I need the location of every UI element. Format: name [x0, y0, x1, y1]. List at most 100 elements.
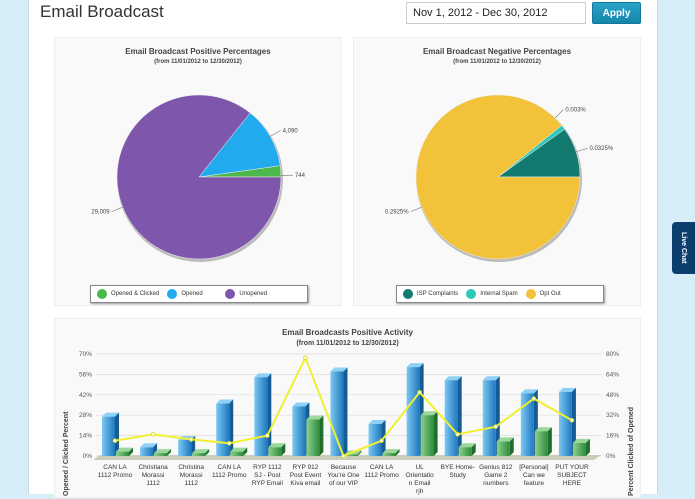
bar-side: [548, 427, 552, 456]
y-tick-label: 70%: [79, 351, 92, 358]
bar-side: [319, 416, 323, 456]
line-point[interactable]: [342, 454, 346, 458]
date-range-input[interactable]: [406, 2, 586, 24]
pie-connector: [555, 109, 563, 118]
line-point[interactable]: [532, 397, 536, 401]
opened-bar[interactable]: [140, 447, 153, 456]
opened-bar[interactable]: [178, 440, 191, 456]
pie-connector: [112, 207, 123, 211]
pie-slice[interactable]: [416, 95, 580, 259]
opened-bar[interactable]: [330, 371, 343, 456]
legend-label: Unopened: [239, 291, 267, 297]
pie-connector: [576, 148, 587, 152]
clicked-bar[interactable]: [268, 447, 281, 456]
legend: ISP Complaints Internal Spam Opt Out: [396, 285, 604, 303]
bar-side: [267, 373, 271, 456]
live-chat-button[interactable]: Live Chat: [672, 222, 695, 274]
legend-swatch-icon: [403, 289, 413, 299]
clicked-bar[interactable]: [192, 453, 205, 456]
y-axis-label: Opened / Clicked Percent: [63, 411, 70, 496]
legend: Opened & Clicked Opened Unopened: [90, 285, 308, 303]
legend-label: Opened & Clicked: [111, 291, 159, 297]
line-point[interactable]: [380, 439, 384, 443]
y2-tick-label: 16%: [606, 433, 619, 440]
clicked-bar[interactable]: [573, 443, 586, 456]
clicked-bar[interactable]: [421, 415, 434, 456]
bar-side: [229, 400, 233, 456]
pie-connector: [411, 207, 422, 211]
y2-axis-label: Percent Clicked of Opened: [628, 407, 635, 496]
opened-bar[interactable]: [559, 392, 572, 456]
page-title: Email Broadcast: [40, 2, 164, 22]
opened-bar[interactable]: [407, 367, 420, 456]
y2-tick-label: 80%: [606, 351, 619, 358]
clicked-bar[interactable]: [535, 431, 548, 456]
positive-pie-panel: Email Broadcast Positive Percentages (fr…: [54, 37, 342, 306]
legend-label: Opt Out: [540, 291, 561, 297]
legend-item[interactable]: Opt Out: [526, 289, 576, 299]
clicked-bar[interactable]: [497, 441, 510, 456]
legend-item[interactable]: Unopened: [225, 289, 275, 299]
clicked-bar[interactable]: [230, 452, 243, 456]
y-tick-label: 42%: [79, 392, 92, 399]
legend-swatch-icon: [526, 289, 536, 299]
clicked-bar[interactable]: [116, 452, 129, 456]
legend-item[interactable]: Opened & Clicked: [97, 289, 159, 299]
positive-pie-chart: 744 4,090 29,009: [55, 38, 343, 307]
pie-data-label: 0.0325%: [589, 146, 613, 152]
y-tick-label: 0%: [83, 453, 93, 460]
negative-pie-panel: Email Broadcast Negative Percentages (fr…: [353, 37, 641, 306]
legend-item[interactable]: Internal Spam: [466, 289, 517, 299]
legend-label: Internal Spam: [480, 291, 517, 297]
legend-item[interactable]: ISP Complaints: [403, 289, 458, 299]
legend-label: Opened: [181, 291, 202, 297]
line-point[interactable]: [266, 434, 270, 438]
opened-bar[interactable]: [102, 417, 115, 456]
clicked-bar[interactable]: [383, 453, 396, 456]
legend-label: ISP Complaints: [417, 291, 458, 297]
line-point[interactable]: [151, 433, 155, 437]
opened-bar[interactable]: [445, 380, 458, 456]
pie-data-label: 744: [295, 173, 306, 179]
y2-tick-label: 48%: [606, 392, 619, 399]
activity-bar-panel: Email Broadcasts Positive Activity (from…: [54, 318, 641, 498]
line-point[interactable]: [418, 390, 422, 394]
line-point[interactable]: [494, 425, 498, 429]
bar-side: [434, 411, 438, 456]
line-point[interactable]: [227, 441, 231, 445]
negative-pie-chart: 0.0325%0.003%0.2925%: [354, 38, 642, 307]
y2-tick-label: 32%: [606, 412, 619, 419]
y-tick-label: 28%: [79, 412, 92, 419]
legend-item[interactable]: Opened: [167, 289, 217, 299]
opened-bar[interactable]: [216, 404, 229, 456]
pie-data-label: 0.2925%: [385, 210, 409, 216]
line-point[interactable]: [570, 419, 574, 423]
line-point[interactable]: [189, 438, 193, 442]
x-tick-label: BYE Home-Study: [441, 464, 475, 479]
clicked-bar[interactable]: [154, 453, 167, 456]
y2-tick-label: 64%: [606, 371, 619, 378]
opened-bar[interactable]: [292, 406, 305, 456]
clicked-bar[interactable]: [459, 447, 472, 456]
y2-tick-label: 0%: [606, 453, 616, 460]
legend-swatch-icon: [225, 289, 235, 299]
y-tick-label: 56%: [79, 371, 92, 378]
clicked-bar[interactable]: [306, 420, 319, 456]
opened-bar[interactable]: [254, 377, 267, 456]
apply-button[interactable]: Apply: [592, 2, 641, 24]
opened-bar[interactable]: [483, 380, 496, 456]
line-point[interactable]: [456, 433, 460, 437]
line-point[interactable]: [113, 439, 117, 443]
pie-data-label: 4,090: [283, 128, 299, 134]
line-point[interactable]: [304, 356, 308, 360]
pie-data-label: 29,009: [91, 210, 110, 216]
